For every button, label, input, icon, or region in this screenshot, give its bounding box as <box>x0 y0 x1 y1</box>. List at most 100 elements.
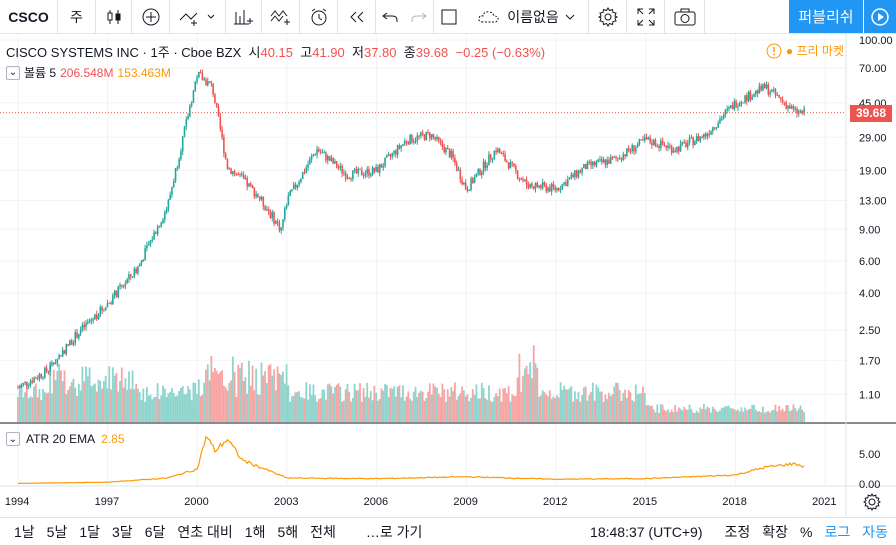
time-tick-label: 2009 <box>453 496 477 508</box>
volume-bar <box>203 382 206 422</box>
candle-body <box>608 159 610 164</box>
range-button[interactable]: 3달 <box>112 523 133 540</box>
clock[interactable]: 18:48:37 (UTC+9) <box>590 523 703 540</box>
volume-bar <box>183 394 186 422</box>
atr-axis: 5.00 0.00 <box>859 449 880 491</box>
volume-bar <box>437 393 440 422</box>
volume-bar <box>145 386 148 422</box>
volume-bar <box>504 388 506 422</box>
candle-body <box>430 134 433 139</box>
volume-bar <box>154 396 157 422</box>
candle-body <box>522 179 524 181</box>
price-chart[interactable]: 100.0070.0045.0029.0019.0013.009.006.004… <box>0 34 896 516</box>
range-button[interactable]: 6달 <box>144 523 166 540</box>
candle-body <box>703 133 705 138</box>
candle-body <box>540 185 542 189</box>
volume-bar <box>65 393 68 422</box>
replay-button[interactable] <box>338 0 376 33</box>
redo-button[interactable] <box>404 0 434 33</box>
volume-bar <box>58 363 61 422</box>
extend-button[interactable]: 확장 <box>762 523 789 540</box>
volume-bar <box>325 399 327 422</box>
volume-bar <box>588 394 591 422</box>
candle-body <box>762 83 764 91</box>
volume-bar <box>342 400 345 422</box>
volume-bar <box>29 396 32 422</box>
log-scale-button[interactable]: 로그 <box>824 523 851 540</box>
auto-scale-button[interactable]: 자동 <box>862 523 888 540</box>
candle-body <box>387 154 390 156</box>
volume-bar <box>301 397 304 422</box>
financials-button[interactable] <box>226 0 262 33</box>
collapse-atr-icon[interactable]: ⌄ <box>6 432 20 446</box>
layout-name-button[interactable]: 이름없음 <box>464 0 589 33</box>
candle-body <box>153 232 155 240</box>
candle-body <box>282 219 284 228</box>
volume-bar <box>574 391 576 422</box>
volume-bar <box>541 390 544 422</box>
volume-bar <box>45 393 48 422</box>
publish-button[interactable]: 퍼블리쉬 <box>789 0 863 33</box>
chart-settings-gear-icon[interactable] <box>862 492 882 512</box>
snapshot-button[interactable] <box>665 0 705 33</box>
volume-bar <box>697 412 700 422</box>
candle-body <box>497 148 499 153</box>
settings-button[interactable] <box>589 0 627 33</box>
volume-bar <box>452 391 455 422</box>
range-button[interactable]: 연초 대비 <box>177 523 233 540</box>
volume-bar <box>104 375 107 422</box>
range-button[interactable]: 1달 <box>79 523 101 540</box>
volume-bar <box>597 387 600 422</box>
undo-button[interactable] <box>376 0 404 33</box>
volume-bar <box>264 371 266 422</box>
candle-body <box>257 194 259 198</box>
percent-button[interactable]: % <box>800 523 813 540</box>
candles-chart-type-button[interactable] <box>96 0 132 33</box>
range-button[interactable]: 5해 <box>277 523 299 540</box>
compare-button[interactable] <box>132 0 170 33</box>
expand-button[interactable] <box>627 0 665 33</box>
range-button[interactable]: 5날 <box>46 523 68 540</box>
candle-body <box>772 89 775 91</box>
candle-body <box>692 137 694 146</box>
volume-bar <box>434 386 437 422</box>
candle-body <box>287 195 290 206</box>
volume-bar <box>38 388 41 422</box>
symbol-search-button[interactable]: CSCO <box>0 0 58 33</box>
fullscreen-chart-button[interactable] <box>434 0 464 33</box>
candle-body <box>232 171 234 174</box>
goto-date-button[interactable]: …로 가기 <box>365 523 423 540</box>
volume-bar <box>548 390 551 422</box>
atr-tick-label: 0.00 <box>859 479 880 491</box>
range-button[interactable]: 전체 <box>310 523 336 540</box>
volume-bar <box>475 384 478 422</box>
range-button[interactable]: 1날 <box>14 523 35 540</box>
templates-button[interactable] <box>262 0 300 33</box>
volume-bar <box>244 377 247 422</box>
candle-body <box>420 132 422 136</box>
undo-icon <box>382 12 398 22</box>
volume-bar <box>781 408 784 422</box>
indicators-button[interactable] <box>170 0 226 33</box>
range-button[interactable]: 1해 <box>244 523 266 540</box>
candle-body <box>219 115 222 130</box>
volume-bar <box>72 378 75 422</box>
candle-body <box>645 137 648 140</box>
alert-button[interactable] <box>300 0 338 33</box>
collapse-legend-icon[interactable]: ⌄ <box>6 65 20 80</box>
premarket-status[interactable]: ● 프리 마켓 <box>766 42 844 59</box>
volume-bar <box>550 398 553 422</box>
volume-bar <box>90 386 93 422</box>
candle-body <box>575 170 578 177</box>
adjust-button[interactable]: 조정 <box>724 523 751 540</box>
legend-low: 37.80 <box>363 45 397 60</box>
candle-body <box>278 223 281 231</box>
volume-bar <box>337 383 340 422</box>
candle-body <box>83 324 86 328</box>
play-button[interactable] <box>863 0 896 33</box>
interval-button[interactable]: 주 <box>58 0 96 33</box>
candle-body <box>563 182 565 184</box>
volume-bar <box>95 391 98 422</box>
candle-body <box>520 178 522 180</box>
candle-body <box>298 182 300 185</box>
